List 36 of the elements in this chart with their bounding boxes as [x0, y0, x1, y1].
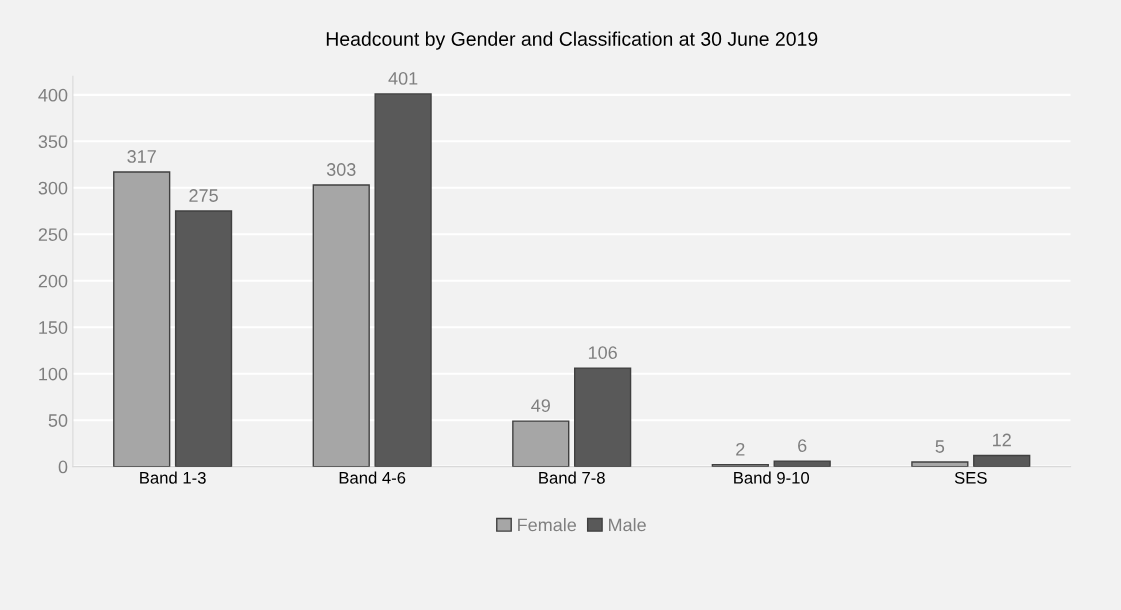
data-label: 317: [127, 150, 156, 163]
y-tick-label: 350: [38, 135, 68, 149]
data-label: 5: [935, 440, 945, 453]
data-label: 106: [588, 346, 617, 359]
legend-label: Female: [518, 518, 577, 532]
y-tick-label: 250: [38, 228, 68, 241]
data-label: 12: [993, 433, 1011, 447]
bar: [773, 460, 831, 467]
y-tick-label: 400: [38, 88, 68, 102]
bar: [911, 461, 969, 467]
y-tick-label: 100: [39, 367, 68, 381]
x-tick-label: Band 4-6: [339, 471, 406, 484]
x-tick-label: Band 9-10: [734, 471, 810, 484]
y-tick-label: 50: [48, 414, 68, 427]
y-tick-label: 0: [58, 460, 68, 474]
data-label: 6: [798, 439, 807, 452]
data-label: 303: [326, 163, 356, 176]
legend-label: Male: [609, 518, 646, 532]
y-tick-label: 200: [38, 274, 68, 288]
data-label: 49: [531, 399, 550, 412]
bar: [174, 210, 233, 467]
y-tick-label: 300: [38, 181, 68, 195]
data-label: 275: [189, 189, 218, 202]
data-label: 2: [736, 442, 745, 456]
bar: [113, 171, 171, 467]
y-tick-label: 150: [39, 321, 68, 334]
x-tick-label: Band 1-3: [140, 471, 206, 484]
bar: [973, 454, 1031, 467]
chart-title: Headcount by Gender and Classification at 30 June 2019: [326, 31, 818, 50]
bar: [374, 93, 432, 467]
bar: [512, 420, 570, 467]
data-label: 401: [388, 72, 418, 85]
x-tick-label: Band 7-8: [539, 471, 605, 484]
bar: [574, 367, 632, 467]
x-tick-label: SES: [954, 471, 987, 484]
bar: [312, 184, 370, 467]
